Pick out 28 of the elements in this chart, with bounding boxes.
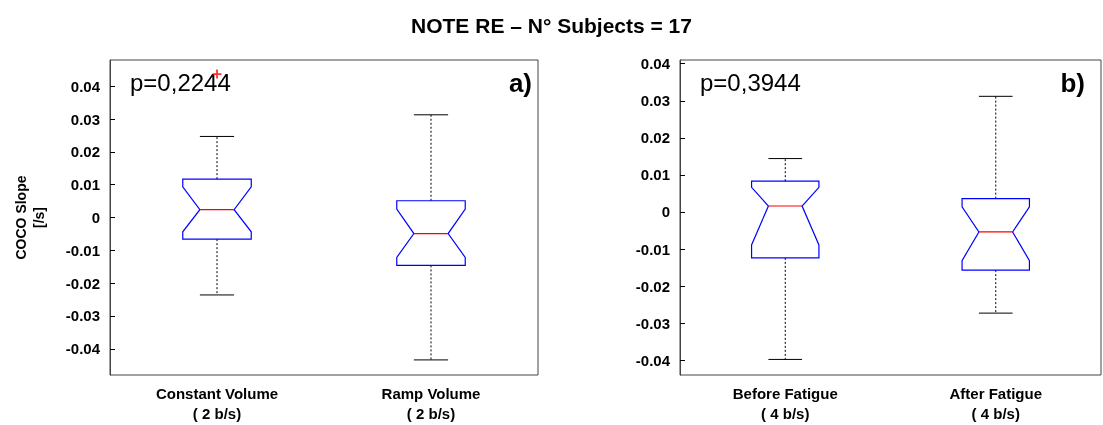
y-tick-label: 0.02 bbox=[640, 129, 670, 147]
y-tick-label: -0.01 bbox=[65, 241, 100, 259]
y-tick-label: -0.04 bbox=[635, 351, 671, 369]
y-tick-label: 0.03 bbox=[640, 92, 670, 110]
annotation: b) bbox=[1060, 68, 1086, 98]
x-tick-label: Before Fatigue ( 4 b/s) bbox=[732, 384, 838, 422]
y-tick-label: -0.04 bbox=[65, 340, 101, 358]
y-tick-label: -0.01 bbox=[635, 240, 670, 258]
y-tick-label: 0.04 bbox=[640, 55, 671, 73]
annotation: a) bbox=[508, 68, 533, 98]
x-tick-label: Constant Volume ( 2 b/s) bbox=[155, 384, 279, 422]
x-tick-label: Ramp Volume ( 2 b/s) bbox=[381, 384, 481, 422]
y-tick-label: 0.01 bbox=[70, 176, 100, 194]
y-tick-label: 0 bbox=[91, 209, 100, 226]
chart-title: NOTE RE – N° Subjects = 17 bbox=[410, 14, 693, 38]
y-tick-label: -0.03 bbox=[65, 307, 100, 325]
annotation: p=0,3944 bbox=[700, 68, 801, 96]
y-tick-label: 0 bbox=[661, 203, 670, 221]
y-tick-label: 0.02 bbox=[70, 143, 100, 161]
y-tick-label: -0.02 bbox=[635, 277, 670, 295]
y-tick-label: 0.01 bbox=[640, 166, 670, 184]
annotation: p=0,2244 bbox=[130, 68, 231, 96]
x-tick-label: After Fatigue ( 4 b/s) bbox=[949, 384, 1043, 422]
y-tick-label: -0.02 bbox=[65, 274, 100, 292]
y-axis-title: COCO Slope [/s] bbox=[13, 175, 47, 260]
y-tick-label: -0.03 bbox=[635, 314, 670, 332]
y-tick-label: 0.03 bbox=[70, 110, 100, 128]
y-tick-label: 0.04 bbox=[70, 77, 101, 95]
